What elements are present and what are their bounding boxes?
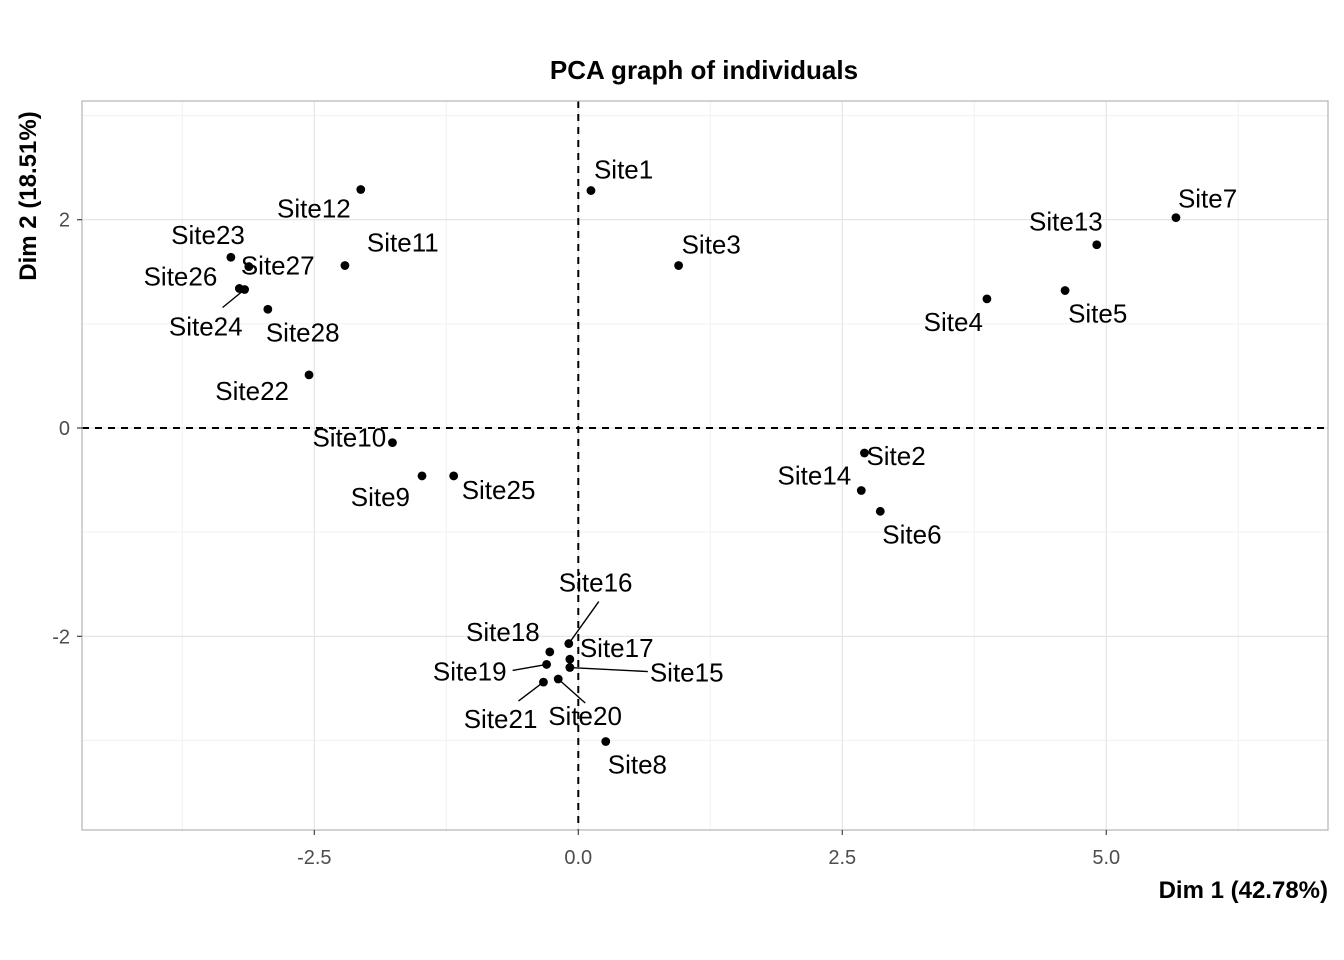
x-tick-label: 0.0 — [564, 847, 592, 869]
point-site3 — [674, 261, 684, 270]
leader-line-site21 — [518, 681, 544, 702]
data-points — [226, 185, 1181, 746]
point-label-site20: Site20 — [548, 701, 622, 731]
point-label-site6: Site6 — [882, 519, 941, 549]
point-site13 — [1092, 240, 1102, 250]
point-label-site21: Site21 — [464, 704, 538, 734]
point-label-site1: Site1 — [594, 155, 653, 185]
point-label-site7: Site7 — [1178, 184, 1237, 214]
point-site22 — [304, 370, 314, 380]
point-site19 — [542, 660, 552, 669]
x-axis-title: Dim 1 (42.78%) — [1159, 877, 1328, 904]
reference-lines — [82, 101, 1328, 830]
point-site2 — [860, 448, 869, 458]
point-site7 — [1171, 213, 1181, 223]
point-label-site27: Site27 — [241, 251, 315, 281]
point-label-site10: Site10 — [312, 423, 386, 453]
point-label-site5: Site5 — [1068, 299, 1127, 329]
point-label-site16: Site16 — [559, 568, 633, 598]
point-label-site4: Site4 — [924, 307, 983, 337]
point-site26 — [234, 284, 244, 293]
point-label-site19: Site19 — [433, 656, 507, 686]
point-label-site28: Site28 — [266, 317, 340, 347]
y-tick-label: 2 — [59, 210, 70, 232]
point-site18 — [545, 647, 555, 657]
point-site12 — [356, 185, 366, 194]
point-site4 — [982, 294, 992, 304]
point-label-site18: Site18 — [466, 617, 540, 647]
leader-line-site15 — [569, 666, 648, 673]
point-site11 — [340, 261, 350, 270]
point-label-site25: Site25 — [462, 475, 536, 505]
x-tick-label: 5.0 — [1092, 847, 1120, 869]
point-label-site2: Site2 — [866, 441, 925, 471]
point-site15 — [565, 663, 575, 672]
point-site23 — [226, 252, 236, 262]
point-label-site22: Site22 — [215, 376, 289, 406]
point-label-site24: Site24 — [169, 311, 243, 341]
point-label-site3: Site3 — [682, 230, 741, 260]
point-site25 — [449, 471, 459, 481]
point-labels: Site1 Site2 Site3 Site4 Site5 Site6 Site7 Site8… — [144, 155, 1238, 780]
point-site9 — [417, 471, 427, 481]
point-label-site8: Site8 — [608, 749, 667, 779]
leader-line-site16 — [568, 601, 600, 644]
y-axis-title: Dim 2 (18.51%) — [15, 111, 42, 280]
point-site14 — [856, 486, 866, 495]
point-site1 — [586, 186, 596, 195]
point-label-site11: Site11 — [367, 228, 439, 258]
point-site10 — [388, 438, 397, 447]
point-site5 — [1060, 286, 1070, 295]
point-site20 — [553, 674, 563, 684]
chart-title: PCA graph of individuals — [550, 55, 858, 85]
y-tick-label: 0 — [59, 418, 70, 440]
point-site28 — [263, 304, 273, 314]
point-label-site13: Site13 — [1029, 207, 1103, 237]
major-gridlines — [82, 101, 1328, 830]
point-label-site26: Site26 — [144, 261, 218, 291]
leader-line-site20 — [557, 678, 586, 704]
point-label-site17: Site17 — [580, 633, 654, 663]
leader-line-site19 — [512, 663, 547, 672]
point-site17 — [565, 654, 575, 664]
point-label-site15: Site15 — [650, 658, 724, 688]
x-tick-label: 2.5 — [828, 847, 856, 869]
y-axis-ticks: -2 0 2 — [52, 210, 82, 648]
x-tick-label: -2.5 — [297, 847, 331, 869]
point-site27 — [244, 262, 254, 271]
x-axis-ticks: -2.5 0.0 2.5 5.0 — [297, 830, 1120, 869]
point-site6 — [875, 506, 885, 516]
point-label-site12: Site12 — [277, 194, 351, 224]
minor-gridlines — [82, 101, 1328, 830]
point-site16 — [564, 639, 574, 648]
y-tick-label: -2 — [52, 626, 70, 648]
point-label-site14: Site14 — [778, 460, 852, 490]
plot-border — [81, 100, 1329, 831]
point-label-site23: Site23 — [171, 220, 245, 250]
point-site8 — [601, 737, 611, 746]
point-label-site9: Site9 — [351, 482, 410, 512]
point-site21 — [539, 677, 548, 687]
